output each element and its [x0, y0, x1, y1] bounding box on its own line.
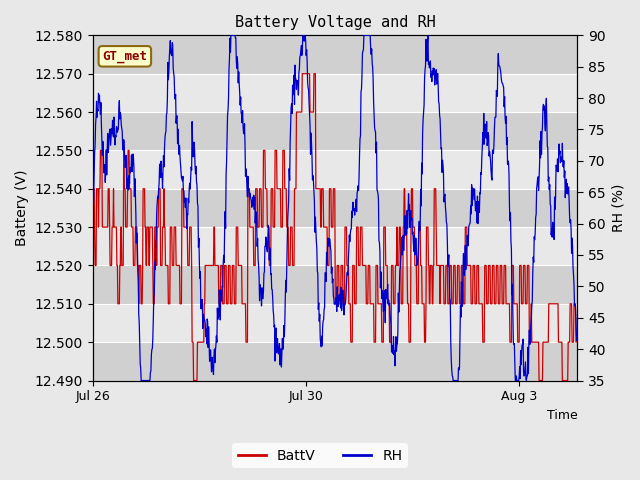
Y-axis label: RH (%): RH (%)	[611, 184, 625, 232]
Text: GT_met: GT_met	[102, 50, 147, 63]
Bar	[93, 112, 577, 150]
Bar	[93, 74, 577, 112]
Bar	[93, 36, 577, 74]
Title: Battery Voltage and RH: Battery Voltage and RH	[235, 15, 435, 30]
Legend: BattV, RH: BattV, RH	[232, 443, 408, 468]
Bar	[93, 342, 577, 381]
Bar	[93, 265, 577, 304]
Y-axis label: Battery (V): Battery (V)	[15, 169, 29, 246]
Bar	[93, 227, 577, 265]
X-axis label: Time: Time	[547, 409, 577, 422]
Bar	[93, 304, 577, 342]
Bar	[93, 150, 577, 189]
Bar	[93, 189, 577, 227]
